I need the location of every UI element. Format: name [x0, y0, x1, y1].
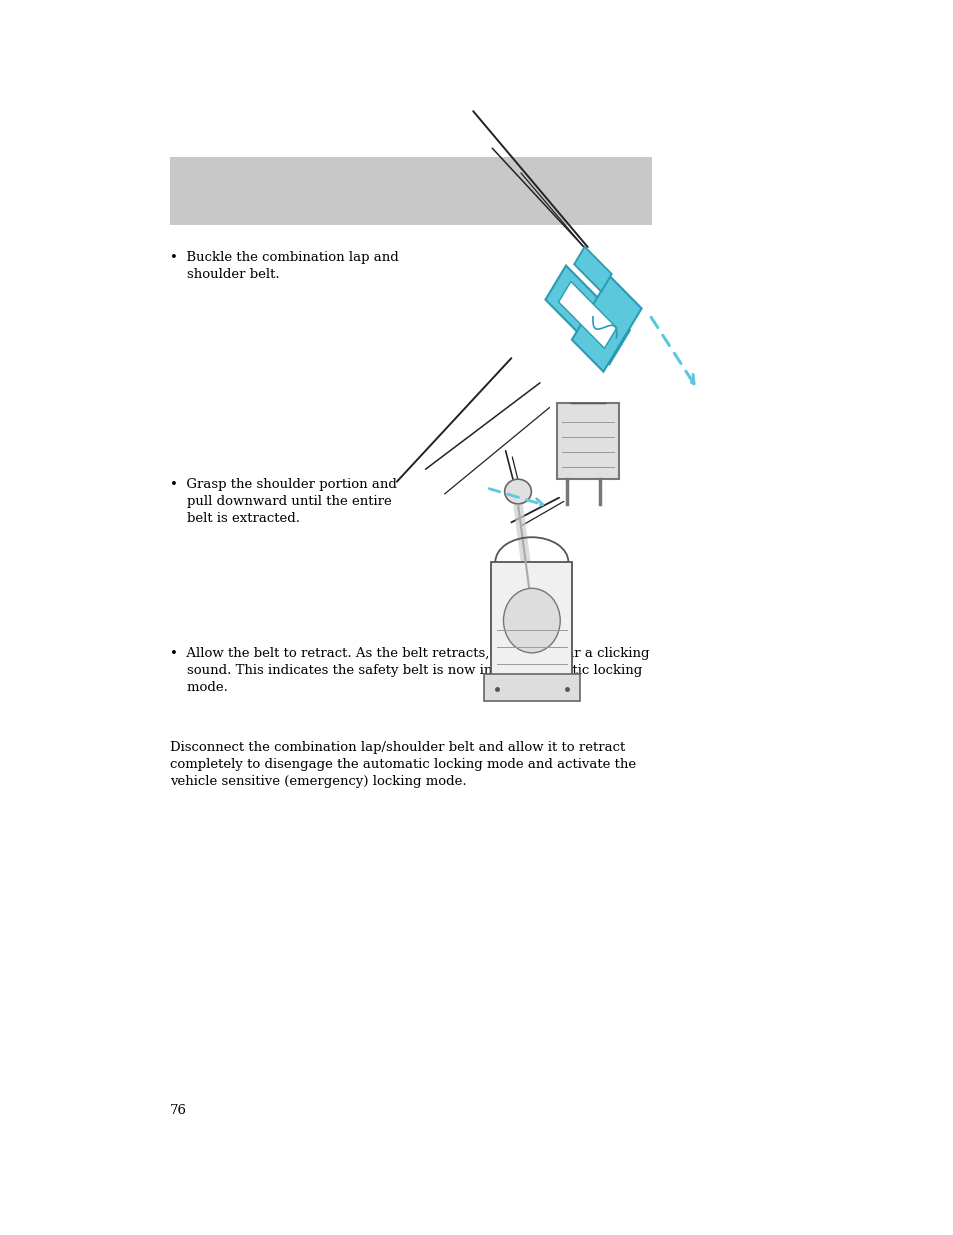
Bar	[483, 674, 579, 701]
Bar	[557, 403, 618, 479]
Polygon shape	[571, 277, 641, 372]
Polygon shape	[545, 266, 629, 364]
Text: •  Buckle the combination lap and
    shoulder belt.: • Buckle the combination lap and shoulde…	[170, 251, 398, 280]
Bar	[170, 157, 651, 225]
Polygon shape	[574, 247, 611, 291]
Text: •  Allow the belt to retract. As the belt retracts, you will hear a clicking
   : • Allow the belt to retract. As the belt…	[170, 647, 649, 694]
Ellipse shape	[504, 479, 531, 504]
Ellipse shape	[503, 588, 559, 653]
Text: •  Grasp the shoulder portion and
    pull downward until the entire
    belt is: • Grasp the shoulder portion and pull do…	[170, 478, 396, 525]
Text: 76: 76	[170, 1104, 187, 1118]
Bar	[491, 562, 572, 679]
Text: Disconnect the combination lap/shoulder belt and allow it to retract
completely : Disconnect the combination lap/shoulder …	[170, 741, 636, 788]
Polygon shape	[558, 282, 616, 348]
